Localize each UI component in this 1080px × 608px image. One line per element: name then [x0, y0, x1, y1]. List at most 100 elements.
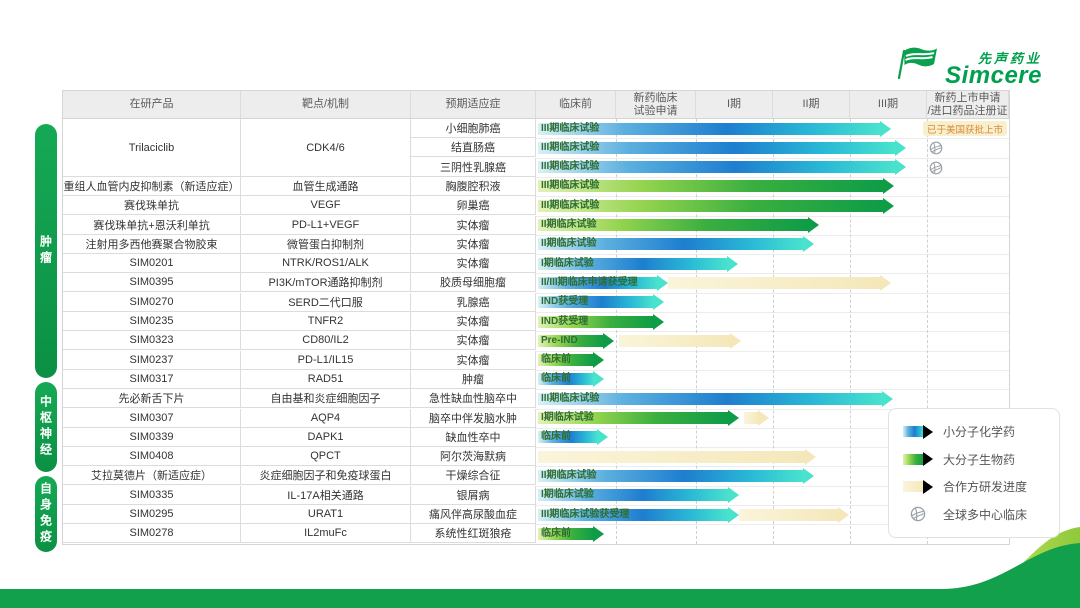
flag-icon: [896, 44, 940, 87]
product-cell: SIM0235: [63, 312, 241, 331]
product-cell: SIM0339: [63, 428, 241, 447]
arrow-tip-icon: [880, 275, 891, 291]
stage-label: Pre-IND: [541, 335, 578, 346]
pipeline-table: 在研产品 靶点/机制 预期适应症 临床前 新药临床 试验申请 I期 II期 III期 新药上市申…: [62, 90, 1010, 545]
indication-cell: 实体瘤: [411, 254, 536, 273]
phase-row-line: [536, 466, 1009, 467]
stage-label: I期临床试验: [541, 489, 594, 500]
phase-row-line: [536, 293, 1009, 294]
column-header: 在研产品: [63, 91, 241, 119]
approved-badge: 已于美国获批上市: [923, 121, 1007, 136]
indication-cell: 脑卒中伴发脑水肿: [411, 409, 536, 428]
stage-label: II期临床试验: [541, 238, 597, 249]
progress-arrow: III期临床试验: [538, 198, 894, 214]
target-cell: AQP4: [241, 409, 411, 428]
arrow-tip-icon: [883, 178, 894, 194]
indication-cell: 小细胞肺癌: [411, 119, 536, 138]
column-header: 新药临床 试验申请: [616, 91, 696, 119]
progress-arrow: I期临床试验: [538, 487, 739, 503]
category-pill-1: 肿瘤: [35, 124, 57, 378]
legend-label: 全球多中心临床: [943, 507, 1028, 522]
arrow-tip-icon: [803, 236, 814, 252]
stage-label: III期临床试验获受理: [541, 509, 630, 520]
arrow-tip-icon: [895, 159, 906, 175]
arrow-tip-icon: [593, 352, 604, 368]
arrow-tip-icon: [727, 256, 738, 272]
arrow-tip-icon: [805, 449, 816, 465]
product-cell: 先必新舌下片: [63, 389, 241, 408]
phase-row-line: [536, 351, 1009, 352]
indication-cell: 阿尔茨海默病: [411, 447, 536, 466]
column-header: 靶点/机制: [241, 91, 411, 119]
globe-icon: [929, 141, 943, 155]
indication-cell: 卵巢癌: [411, 196, 536, 215]
bio-arrow-icon: [903, 452, 933, 467]
stage-label: III期临床试验: [541, 123, 600, 134]
target-cell: URAT1: [241, 505, 411, 524]
stage-label: III期临床试验: [541, 142, 600, 153]
partner-arrow-icon: [903, 479, 933, 494]
progress-arrow: 临床前: [538, 526, 604, 542]
product-cell: 赛伐珠单抗+恩沃利单抗: [63, 216, 241, 235]
progress-arrow: I期临床试验: [538, 410, 739, 426]
stage-label: IND获受理: [541, 296, 589, 307]
product-cell: 艾拉莫德片（新适应症）: [63, 466, 241, 485]
legend-label: 大分子生物药: [943, 452, 1016, 467]
arrow-tip-icon: [883, 198, 894, 214]
target-cell: IL2muFc: [241, 524, 411, 543]
stage-label: 临床前: [541, 431, 571, 442]
target-cell: CD80/IL2: [241, 331, 411, 350]
phase-row-line: [536, 273, 1009, 274]
indication-cell: 实体瘤: [411, 216, 536, 235]
target-cell: 血管生成通路: [241, 177, 411, 196]
target-cell: DAPK1: [241, 428, 411, 447]
product-cell: SIM0307: [63, 409, 241, 428]
indication-cell: 干燥综合征: [411, 466, 536, 485]
progress-arrow: Pre-IND: [538, 333, 614, 349]
stage-gridline: [927, 119, 928, 544]
target-cell: VEGF: [241, 196, 411, 215]
target-cell: PD-L1/IL15: [241, 351, 411, 370]
globe-icon: [903, 506, 933, 522]
product-cell: SIM0201: [63, 254, 241, 273]
product-cell: 赛伐珠单抗: [63, 196, 241, 215]
indication-cell: 肿瘤: [411, 370, 536, 389]
progress-arrow: II期临床试验: [538, 236, 814, 252]
indication-cell: 三阴性乳腺癌: [411, 158, 536, 177]
progress-arrow: III期临床试验: [538, 159, 906, 175]
chem-arrow-icon: [903, 424, 933, 439]
stage-label: II期临床试验: [541, 219, 597, 230]
arrow-tip-icon: [895, 140, 906, 156]
category-pill-2: 中枢神经: [35, 382, 57, 472]
legend-label: 合作方研发进度: [943, 480, 1028, 495]
column-header: III期: [850, 91, 927, 119]
target-cell: QPCT: [241, 447, 411, 466]
product-cell: SIM0395: [63, 273, 241, 292]
phase-row-line: [536, 216, 1009, 217]
product-cell: SIM0317: [63, 370, 241, 389]
indication-cell: 急性缺血性脑卒中: [411, 389, 536, 408]
indication-cell: 实体瘤: [411, 235, 536, 254]
stage-label: II/III期临床申请获受理: [541, 277, 638, 288]
indication-cell: 实体瘤: [411, 331, 536, 350]
arrow-tip-icon: [653, 294, 664, 310]
progress-arrow: [619, 333, 741, 349]
arrow-tip-icon: [838, 507, 849, 523]
stage-label: II期临床试验: [541, 470, 597, 481]
stage-label: 临床前: [541, 528, 571, 539]
product-cell: SIM0323: [63, 331, 241, 350]
phase-row-line: [536, 138, 1009, 139]
progress-arrow: [538, 449, 816, 465]
phase-row-line: [536, 331, 1009, 332]
legend-item-globe: 全球多中心临床: [903, 506, 1059, 523]
indication-cell: 结直肠癌: [411, 138, 536, 157]
phase-row-line: [536, 254, 1009, 255]
progress-arrow: [739, 507, 849, 523]
progress-arrow: I期临床试验: [538, 256, 738, 272]
stage-label: III期临床试验: [541, 200, 600, 211]
stage-label: I期临床试验: [541, 412, 594, 423]
stage-gridline: [773, 119, 774, 544]
stage-gridline: [616, 119, 617, 544]
target-cell: SERD二代口服: [241, 293, 411, 312]
